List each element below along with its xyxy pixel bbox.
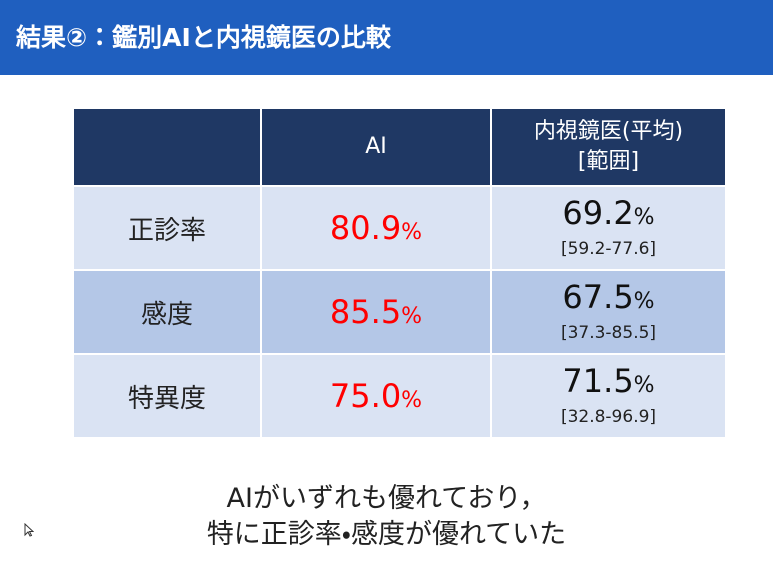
endoscopist-number: 71.5 [562,361,634,400]
endoscopist-unit: % [633,288,655,314]
row-label-cell: 正診率 [72,185,262,271]
header-row: AI 内視鏡医(平均) [範囲] [72,107,727,187]
column-header: AI [365,134,387,159]
ai-unit: % [401,304,423,329]
endoscopist-cell: 67.5% [37.3-85.5] [490,269,727,355]
endoscopist-number: 69.2 [562,193,634,232]
endoscopist-cell: 71.5% [32.8-96.9] [490,353,727,439]
endoscopist-value: 69.2% [492,195,725,236]
header-cell [72,107,262,187]
row-label: 特異度 [127,383,206,414]
ai-value: 80.9% [330,209,422,247]
header-cell: AI [260,107,492,187]
table-row: 特異度 75.0% 71.5% [32.8-96.9] [72,353,727,439]
cursor-icon [24,523,34,537]
endoscopist-unit: % [633,372,655,398]
row-label: 感度 [140,299,193,330]
ai-value: 75.0% [330,377,422,415]
column-header: 内視鏡医(平均) [533,119,684,144]
endoscopist-value: 67.5% [492,279,725,320]
ai-number: 75.0 [329,377,402,415]
row-label-cell: 感度 [72,269,262,355]
ai-unit: % [401,220,423,245]
slide-title: 結果②：鑑別AIと内視鏡医の比較 [16,23,391,52]
endoscopist-range: [32.8-96.9] [560,406,657,427]
row-label: 正診率 [127,215,206,246]
table-row: 正診率 80.9% 69.2% [59.2-77.6] [72,185,727,271]
ai-number: 85.5 [329,293,402,331]
ai-value: 85.5% [330,293,422,331]
ai-number: 80.9 [329,209,402,247]
endoscopist-range: [37.3-85.5] [560,322,657,343]
endoscopist-cell: 69.2% [59.2-77.6] [490,185,727,271]
ai-cell: 85.5% [260,269,492,355]
table-row: 感度 85.5% 67.5% [37.3-85.5] [72,269,727,355]
endoscopist-number: 67.5 [562,277,634,316]
conclusion-line: 特に正診率・感度が優れていた [206,519,567,550]
ai-cell: 80.9% [260,185,492,271]
header-bar [0,0,773,75]
endoscopist-unit: % [633,204,655,230]
ai-unit: % [401,388,423,413]
endoscopist-value: 71.5% [492,363,725,404]
comparison-table: AI 内視鏡医(平均) [範囲] 正診率 80.9% 69.2% [59.2-77.6]… [72,107,727,439]
endoscopist-range: [59.2-77.6] [560,238,657,259]
row-label-cell: 特異度 [72,353,262,439]
header-cell: 内視鏡医(平均) [範囲] [490,107,727,187]
column-header: [範囲] [577,149,640,174]
conclusion-line: AIがいずれも優れており， [226,483,547,514]
ai-cell: 75.0% [260,353,492,439]
